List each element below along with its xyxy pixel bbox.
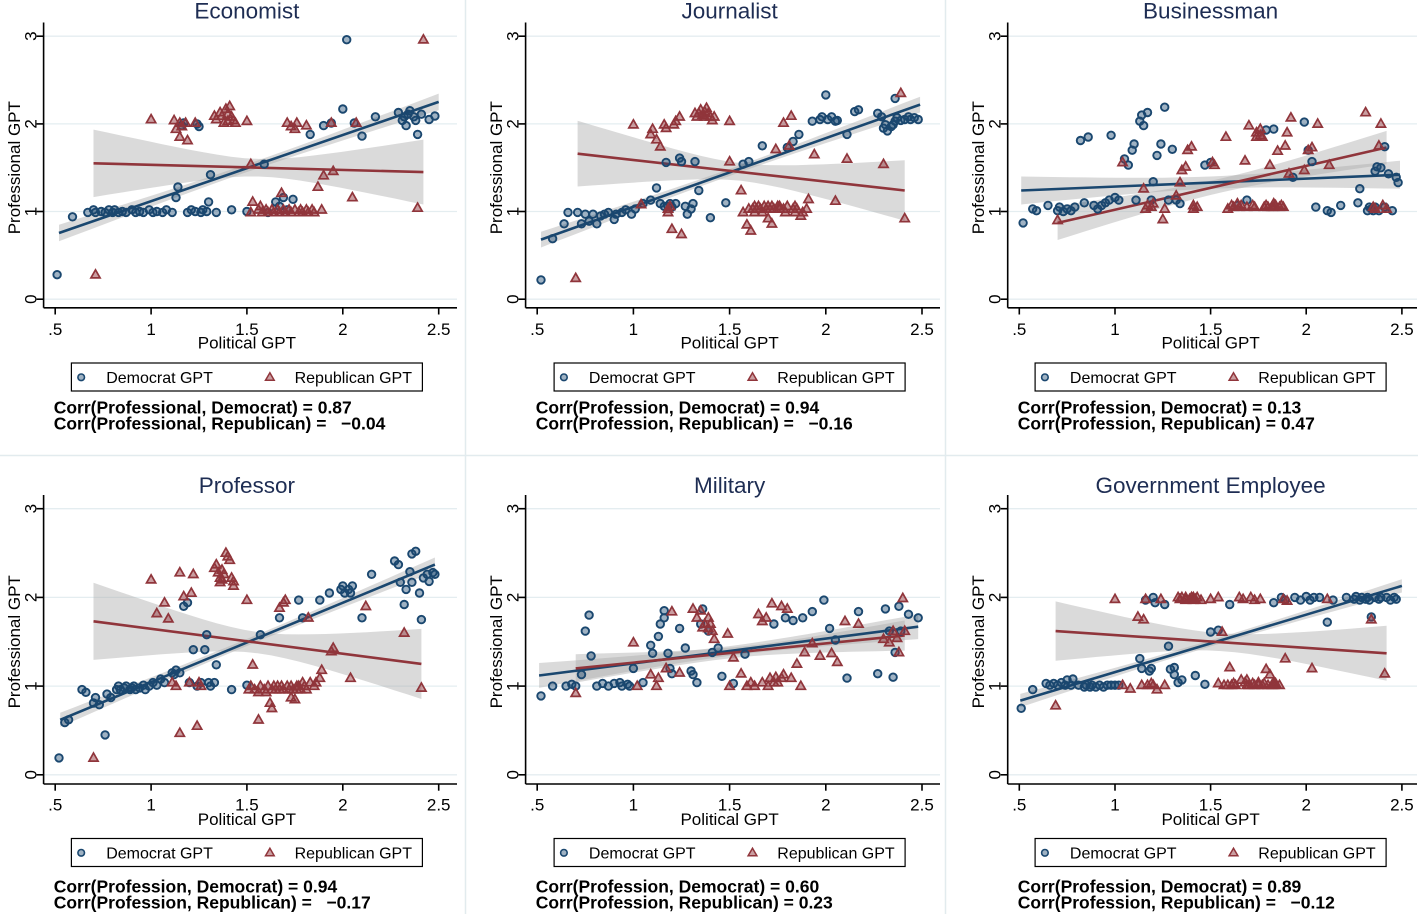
svg-text:2: 2 xyxy=(503,593,522,602)
svg-text:2: 2 xyxy=(986,119,1005,128)
svg-text:1.5: 1.5 xyxy=(1199,320,1223,339)
svg-text:2: 2 xyxy=(821,795,830,814)
svg-text:Professional GPT: Professional GPT xyxy=(487,575,506,708)
svg-text:3: 3 xyxy=(21,504,40,513)
svg-text:1.5: 1.5 xyxy=(718,795,742,814)
svg-text:Businessman: Businessman xyxy=(1143,0,1278,24)
svg-text:Republican GPT: Republican GPT xyxy=(295,370,413,387)
svg-text:Government Employee: Government Employee xyxy=(1096,473,1326,498)
svg-text:2: 2 xyxy=(1301,320,1310,339)
svg-text:1: 1 xyxy=(146,795,155,814)
svg-text:Democrat GPT: Democrat GPT xyxy=(1070,370,1177,387)
svg-text:2.5: 2.5 xyxy=(427,795,451,814)
svg-text:0: 0 xyxy=(986,770,1005,779)
svg-text:Political GPT: Political GPT xyxy=(198,334,296,353)
svg-text:Professional GPT: Professional GPT xyxy=(969,575,988,708)
svg-text:1: 1 xyxy=(503,681,522,690)
svg-text:Corr(Profession, Democrat) = 0: Corr(Profession, Democrat) = 0.94 xyxy=(54,877,338,897)
svg-text:2: 2 xyxy=(21,119,40,128)
svg-text:1: 1 xyxy=(1110,320,1119,339)
svg-text:1: 1 xyxy=(21,681,40,690)
svg-text:2: 2 xyxy=(338,795,347,814)
svg-text:Democrat GPT: Democrat GPT xyxy=(589,846,696,863)
svg-text:.5: .5 xyxy=(530,320,544,339)
svg-text:1.5: 1.5 xyxy=(235,795,259,814)
svg-text:1: 1 xyxy=(1110,795,1119,814)
svg-text:Political GPT: Political GPT xyxy=(1161,810,1259,829)
svg-text:Corr(Profession, Republican) =: Corr(Profession, Republican) = −0.16 xyxy=(536,414,853,434)
svg-text:Political GPT: Political GPT xyxy=(198,810,296,829)
svg-text:Economist: Economist xyxy=(194,0,300,24)
svg-text:.5: .5 xyxy=(530,795,544,814)
svg-text:Democrat GPT: Democrat GPT xyxy=(106,370,213,387)
svg-text:1: 1 xyxy=(21,207,40,216)
svg-text:1: 1 xyxy=(146,320,155,339)
svg-text:2.5: 2.5 xyxy=(910,320,934,339)
svg-text:1: 1 xyxy=(629,320,638,339)
svg-text:3: 3 xyxy=(986,31,1005,40)
svg-text:Corr(Profession, Democrat) = 0: Corr(Profession, Democrat) = 0.13 xyxy=(1018,398,1302,418)
svg-text:1.5: 1.5 xyxy=(235,320,259,339)
svg-text:2.5: 2.5 xyxy=(910,795,934,814)
svg-text:1: 1 xyxy=(503,207,522,216)
svg-text:2.5: 2.5 xyxy=(427,320,451,339)
svg-text:Corr(Professional, Republican): Corr(Professional, Republican) = −0.04 xyxy=(54,414,386,434)
svg-text:Political GPT: Political GPT xyxy=(680,810,778,829)
svg-text:2: 2 xyxy=(338,320,347,339)
svg-text:0: 0 xyxy=(503,294,522,303)
svg-text:Corr(Profession, Democrat) = 0: Corr(Profession, Democrat) = 0.89 xyxy=(1018,877,1302,897)
svg-text:Corr(Profession, Republican) =: Corr(Profession, Republican) = 0.23 xyxy=(536,893,833,913)
svg-text:Professional GPT: Professional GPT xyxy=(969,101,988,234)
svg-text:1: 1 xyxy=(629,795,638,814)
svg-text:.5: .5 xyxy=(1012,795,1026,814)
svg-text:0: 0 xyxy=(21,294,40,303)
svg-text:2: 2 xyxy=(1301,795,1310,814)
svg-text:2: 2 xyxy=(986,593,1005,602)
svg-text:Republican GPT: Republican GPT xyxy=(777,370,895,387)
svg-text:1.5: 1.5 xyxy=(718,320,742,339)
svg-text:Democrat GPT: Democrat GPT xyxy=(589,370,696,387)
svg-text:0: 0 xyxy=(21,770,40,779)
svg-text:Corr(Profession, Republican) =: Corr(Profession, Republican) = −0.17 xyxy=(54,893,371,913)
svg-text:Democrat GPT: Democrat GPT xyxy=(1070,846,1177,863)
svg-text:2: 2 xyxy=(503,119,522,128)
svg-text:1.5: 1.5 xyxy=(1199,795,1223,814)
svg-text:1: 1 xyxy=(986,207,1005,216)
svg-text:Professor: Professor xyxy=(199,473,296,498)
svg-text:Corr(Profession, Republican) =: Corr(Profession, Republican) = 0.47 xyxy=(1018,414,1315,434)
svg-text:Political GPT: Political GPT xyxy=(680,334,778,353)
svg-text:0: 0 xyxy=(503,770,522,779)
svg-text:Corr(Profession, Republican) =: Corr(Profession, Republican) = −0.12 xyxy=(1018,893,1335,913)
svg-text:3: 3 xyxy=(986,504,1005,513)
svg-text:2.5: 2.5 xyxy=(1390,320,1414,339)
svg-text:Professional GPT: Professional GPT xyxy=(487,101,506,234)
svg-text:3: 3 xyxy=(503,504,522,513)
svg-text:Professional GPT: Professional GPT xyxy=(5,101,24,234)
svg-text:0: 0 xyxy=(986,294,1005,303)
svg-text:Corr(Professional, Democrat) =: Corr(Professional, Democrat) = 0.87 xyxy=(54,398,352,418)
svg-text:.5: .5 xyxy=(1012,320,1026,339)
svg-text:.5: .5 xyxy=(48,795,62,814)
svg-text:Corr(Profession, Democrat) = 0: Corr(Profession, Democrat) = 0.60 xyxy=(536,877,820,897)
svg-text:Republican GPT: Republican GPT xyxy=(295,846,413,863)
svg-text:.5: .5 xyxy=(48,320,62,339)
svg-text:Journalist: Journalist xyxy=(681,0,778,24)
svg-text:3: 3 xyxy=(503,31,522,40)
svg-text:Military: Military xyxy=(694,473,766,498)
svg-text:3: 3 xyxy=(21,31,40,40)
svg-text:Republican GPT: Republican GPT xyxy=(1258,370,1376,387)
svg-text:Corr(Profession, Democrat) = 0: Corr(Profession, Democrat) = 0.94 xyxy=(536,398,820,418)
svg-text:Political GPT: Political GPT xyxy=(1161,334,1259,353)
svg-text:Republican GPT: Republican GPT xyxy=(777,846,895,863)
svg-text:Republican GPT: Republican GPT xyxy=(1258,846,1376,863)
svg-text:Democrat GPT: Democrat GPT xyxy=(106,846,213,863)
svg-text:2: 2 xyxy=(21,593,40,602)
svg-text:2: 2 xyxy=(821,320,830,339)
svg-text:Professional GPT: Professional GPT xyxy=(5,575,24,708)
svg-text:1: 1 xyxy=(986,681,1005,690)
svg-text:2.5: 2.5 xyxy=(1390,795,1414,814)
